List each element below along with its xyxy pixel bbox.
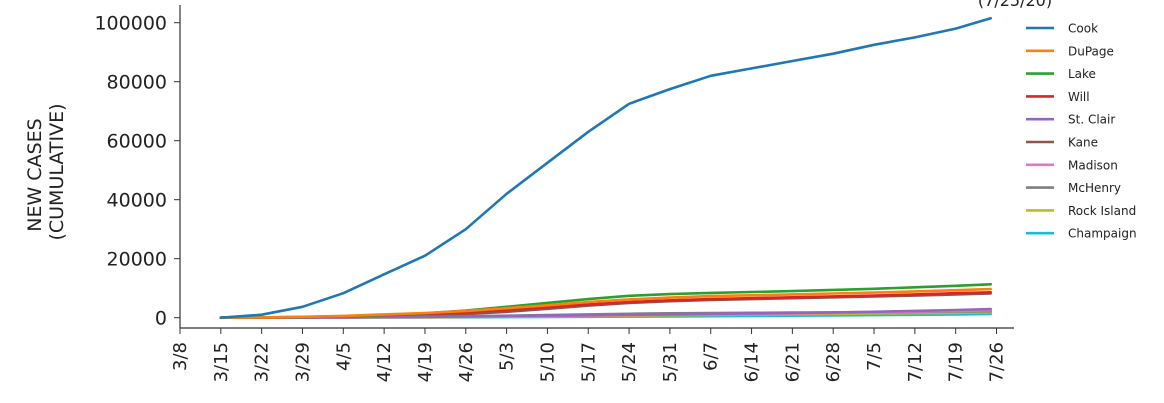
x-tick-label: 6/7 <box>701 342 722 371</box>
x-tick-label: 6/14 <box>742 342 763 382</box>
x-tick-label: 6/21 <box>782 342 803 382</box>
y-tick-label: 80000 <box>107 72 167 94</box>
x-tick-label: 7/12 <box>905 342 926 382</box>
legend-label-dupage: DuPage <box>1068 44 1114 58</box>
legend-label-mchenry: McHenry <box>1068 181 1121 195</box>
x-tick-label: 7/26 <box>987 342 1008 382</box>
axes <box>179 5 1014 329</box>
x-tick-label: 3/29 <box>292 342 313 382</box>
y-axis-label-line-1: NEW CASES <box>24 118 46 231</box>
x-tick-label: 4/12 <box>374 342 395 382</box>
y-ticks: 0 20000 40000 60000 80000 100000 <box>94 13 180 330</box>
y-tick-label: 0 <box>155 308 167 330</box>
legend-label-will: Will <box>1068 90 1090 104</box>
series-lines <box>219 16 993 320</box>
series-line-cook <box>219 16 993 320</box>
x-tick-label: 5/31 <box>660 342 681 382</box>
x-tick-label: 3/15 <box>211 342 232 382</box>
x-tick-label: 3/22 <box>252 342 273 382</box>
x-tick-label: 4/26 <box>456 342 477 382</box>
x-tick-label: 4/5 <box>333 342 354 371</box>
legend-label-madison: Madison <box>1068 158 1118 172</box>
legend-label-st-clair: St. Clair <box>1068 113 1115 127</box>
y-tick-label: 40000 <box>107 190 167 212</box>
x-tick-label: 3/8 <box>170 342 191 371</box>
y-axis-label: NEW CASES (CUMULATIVE) <box>24 103 68 240</box>
series-line-dupage <box>219 287 993 320</box>
x-tick-label: 5/24 <box>619 342 640 382</box>
y-tick-label: 60000 <box>107 131 167 153</box>
x-tick-label: 7/5 <box>864 342 885 371</box>
legend-label-cook: Cook <box>1068 22 1098 36</box>
legend-label-kane: Kane <box>1068 136 1098 150</box>
legend: Cook DuPage Lake Will St. Clair Kane Madison Mc… <box>1026 22 1137 241</box>
legend-label-champaign: Champaign <box>1068 227 1137 241</box>
x-tick-label: 5/3 <box>497 342 518 371</box>
x-ticks: 3/8 3/15 3/22 3/29 4/5 4/12 4/19 4/26 5/3 5/10 5/1… <box>170 328 1008 382</box>
x-tick-label: 6/28 <box>823 342 844 382</box>
legend-label-lake: Lake <box>1068 67 1096 81</box>
y-axis-label-line-2: (CUMULATIVE) <box>46 103 68 240</box>
y-tick-label: 20000 <box>107 249 167 271</box>
x-tick-label: 7/19 <box>946 342 967 382</box>
x-tick-label: 5/10 <box>537 342 558 382</box>
top-right-text: (7/25/20) <box>978 0 1052 10</box>
x-tick-label: 4/19 <box>415 342 436 382</box>
x-tick-label: 5/17 <box>578 342 599 382</box>
legend-label-rock-island: Rock Island <box>1068 204 1136 218</box>
y-axis-title: NEW CASES (CUMULATIVE) <box>24 103 68 240</box>
y-tick-label: 100000 <box>94 13 167 35</box>
